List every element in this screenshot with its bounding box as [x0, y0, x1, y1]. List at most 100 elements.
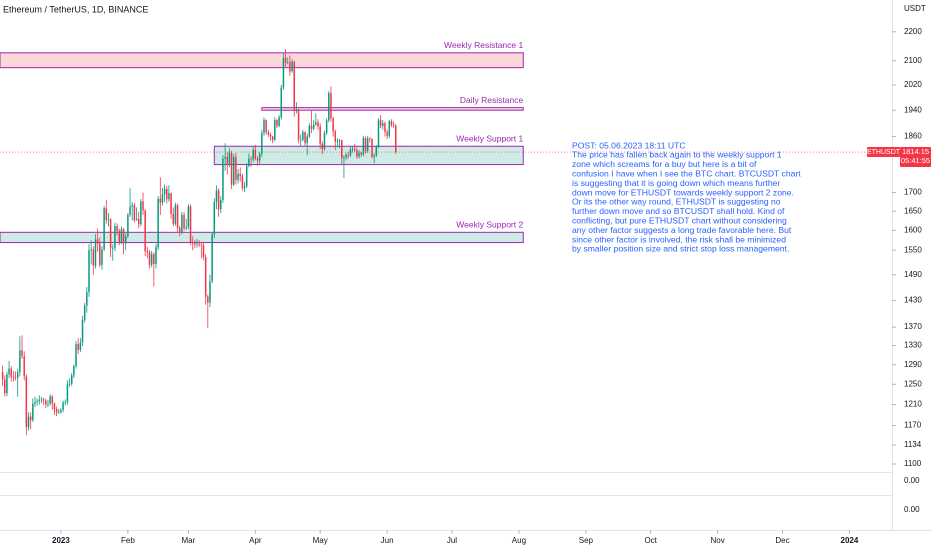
candle-body [341, 140, 343, 159]
candle-body [150, 254, 153, 265]
candle-body [92, 249, 95, 266]
y-tick-label: 2020 [904, 80, 922, 89]
candle-body [166, 188, 168, 200]
x-tick-label: Nov [711, 536, 725, 545]
candle-body [323, 133, 326, 149]
candle-body [356, 150, 358, 157]
candle-body [222, 158, 224, 200]
note-line: conflicting, but pure ETHUSDT chart with… [572, 215, 787, 225]
candle-body [392, 124, 395, 126]
candle-body [220, 199, 222, 210]
candle-body [122, 229, 125, 244]
x-tick-label: 2024 [841, 536, 859, 545]
candle-body [271, 136, 274, 140]
candle-body [215, 190, 218, 202]
candle-body [265, 119, 267, 133]
candle-body [159, 198, 162, 203]
candle-body [289, 62, 291, 72]
candle-body [295, 109, 298, 111]
candle-body [204, 257, 207, 297]
candle-body [302, 132, 304, 140]
y-tick-label: 1490 [904, 270, 922, 279]
candle-body [187, 206, 190, 228]
last-price-box [900, 147, 931, 168]
candle-body [319, 126, 321, 144]
candle-body [153, 254, 155, 264]
candle-body [12, 376, 15, 378]
candle-body [178, 228, 181, 233]
candle-body [51, 396, 54, 404]
candle-body [3, 379, 6, 394]
zone-box [0, 231, 524, 244]
candle-body [21, 350, 23, 357]
candle-body [185, 227, 187, 229]
candle-body [172, 213, 175, 224]
candle-body [66, 384, 69, 403]
countdown-label: 05:41:55 [901, 156, 930, 165]
candle-body [55, 409, 58, 413]
note-line: Or its the other way round, ETHUSDT is s… [572, 197, 781, 207]
candle-body [10, 368, 12, 377]
zone-box [0, 52, 524, 69]
candle-body [369, 138, 371, 140]
candle-body [226, 156, 229, 164]
candle-body [209, 281, 211, 303]
candle-body [353, 148, 356, 151]
zone-label: Daily Resistance [460, 95, 524, 105]
candle-body [114, 226, 116, 248]
x-tick-label: Aug [512, 536, 526, 545]
candle-body [332, 118, 334, 132]
candle-body [317, 122, 319, 127]
candle-body [42, 399, 45, 401]
candle-body [254, 149, 257, 159]
candle-body [83, 305, 86, 320]
y-tick-label: 1170 [904, 421, 922, 430]
x-tick-label: May [313, 536, 328, 545]
candle-body [112, 247, 114, 249]
y-tick-label: 1430 [904, 296, 922, 305]
note-line: down move for ETHUSDT towards weekly sup… [572, 187, 794, 197]
zones: Weekly Resistance 1 Daily Resistance Weekl… [0, 40, 524, 244]
candle-body [310, 125, 313, 129]
x-tick-label: Dec [775, 536, 789, 545]
candle-body [81, 319, 84, 343]
candle-body [224, 156, 226, 159]
candle-body [38, 399, 41, 401]
candle-body [217, 190, 220, 210]
candle-body [19, 350, 21, 372]
candle-body [308, 125, 311, 137]
candle-body [293, 61, 295, 111]
candle-body [276, 119, 278, 126]
y-tick-label: 1700 [904, 188, 922, 197]
note-line: by smaller position size and strict stop… [572, 244, 789, 254]
candle-body [252, 149, 254, 160]
last-price-label: 1814.15 [902, 147, 929, 156]
candle-body [79, 342, 82, 350]
candle-body [328, 93, 330, 121]
candle-body [168, 193, 170, 200]
x-tick-label: Oct [644, 536, 657, 545]
candle-body [364, 138, 367, 151]
candle-body [228, 152, 231, 164]
candle-body [73, 366, 75, 376]
candle-body [181, 214, 183, 233]
candle-body [312, 124, 315, 129]
candle-body [163, 188, 166, 195]
candle-body [148, 252, 151, 265]
candle-body [14, 377, 17, 379]
x-tick-label: Jul [447, 536, 457, 545]
candle-body [375, 146, 378, 156]
candle-body [116, 226, 118, 232]
candle-body [207, 296, 209, 303]
candle-body [176, 205, 179, 229]
candle-body [64, 402, 66, 403]
candle-body [32, 403, 34, 421]
chart-title: Ethereum / TetherUS, 1D, BINANCE [3, 4, 148, 14]
candle-body [75, 344, 77, 367]
candle-body [191, 242, 194, 244]
candle-body [90, 249, 92, 251]
candle-body [349, 149, 352, 156]
candle-body [351, 148, 354, 150]
note-line: is suggesting that it is going down whic… [572, 178, 780, 188]
candle-body [47, 403, 49, 405]
